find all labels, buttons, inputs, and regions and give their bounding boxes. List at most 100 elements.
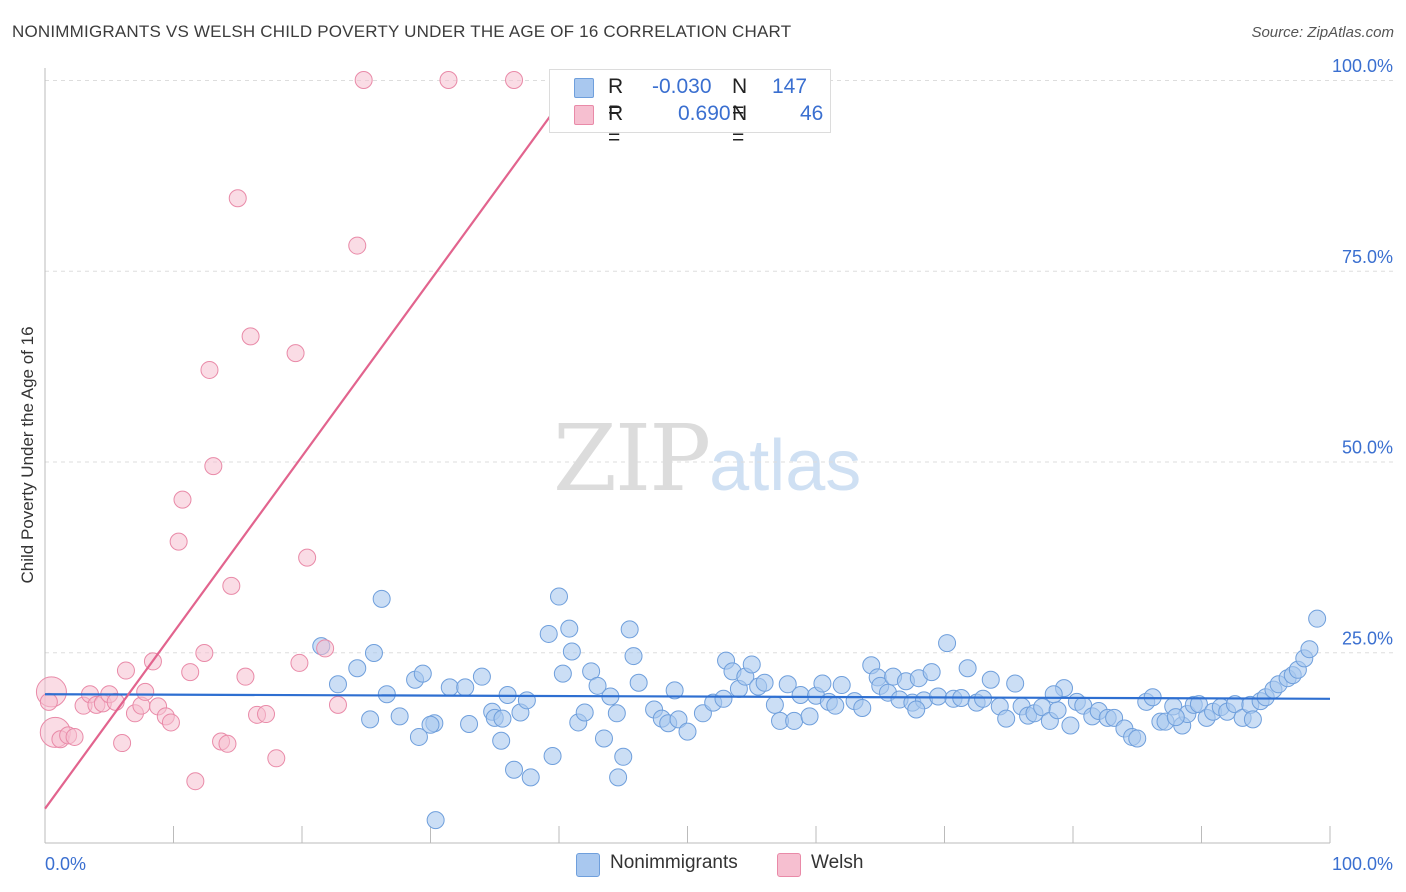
data-point-nonimmigrants — [800, 707, 819, 726]
data-point-welsh — [169, 532, 188, 551]
data-point-nonimmigrants — [377, 685, 396, 704]
data-point-nonimmigrants — [907, 700, 926, 719]
data-point-nonimmigrants — [981, 670, 1000, 689]
y-tick-label: 50.0% — [1342, 438, 1393, 458]
data-point-nonimmigrants — [409, 727, 428, 746]
data-point-nonimmigrants — [620, 620, 639, 639]
data-point-nonimmigrants — [562, 642, 581, 661]
data-point-nonimmigrants — [853, 698, 872, 717]
data-point-welsh — [136, 682, 155, 701]
data-point-welsh — [290, 653, 309, 672]
data-point-nonimmigrants — [974, 689, 993, 708]
data-point-nonimmigrants — [550, 587, 568, 606]
data-point-nonimmigrants — [607, 704, 626, 723]
y-tick-label: 25.0% — [1342, 628, 1393, 648]
data-point-nonimmigrants — [543, 747, 562, 766]
legend-r-value: -0.030 — [652, 75, 712, 98]
data-point-welsh — [116, 661, 135, 680]
bottom-legend-label: Nonimmigrants — [610, 852, 738, 873]
data-point-nonimmigrants — [1166, 708, 1185, 727]
data-point-welsh — [328, 695, 347, 714]
data-point-welsh — [286, 344, 305, 363]
legend-r-label: R = — [608, 75, 624, 122]
legend-n-label: N = — [732, 75, 748, 122]
data-point-welsh — [354, 71, 373, 89]
data-point-welsh — [298, 548, 317, 567]
data-point-nonimmigrants — [372, 589, 391, 608]
data-point-nonimmigrants — [755, 673, 774, 692]
data-point-nonimmigrants — [922, 663, 941, 682]
data-point-welsh — [200, 360, 219, 379]
data-point-welsh — [65, 727, 84, 746]
data-point-nonimmigrants — [609, 768, 628, 787]
data-point-nonimmigrants — [714, 689, 733, 708]
data-point-welsh — [173, 490, 192, 509]
legend-swatch-blue — [574, 78, 594, 98]
data-point-nonimmigrants — [413, 664, 432, 683]
data-point-nonimmigrants — [421, 715, 440, 734]
x-tick-label: 0.0% — [45, 854, 86, 874]
data-point-nonimmigrants — [517, 691, 536, 710]
legend-n-value: 147 — [772, 75, 808, 98]
y-tick-label: 75.0% — [1342, 247, 1393, 267]
watermark: ZIPatlas — [553, 405, 861, 512]
data-point-nonimmigrants — [553, 664, 572, 683]
data-point-nonimmigrants — [958, 659, 977, 678]
data-point-nonimmigrants — [492, 731, 511, 750]
bottom-legend-swatch-blue — [576, 853, 600, 877]
data-point-nonimmigrants — [575, 703, 594, 722]
legend-n-value: 46 — [800, 102, 824, 125]
data-point-nonimmigrants — [539, 624, 558, 643]
data-point-nonimmigrants — [390, 707, 409, 726]
data-point-nonimmigrants — [456, 678, 475, 697]
data-point-welsh — [222, 576, 241, 595]
data-point-welsh — [195, 644, 214, 663]
data-point-welsh — [439, 71, 458, 89]
data-point-welsh — [204, 457, 223, 476]
y-tick-label: 100.0% — [1332, 56, 1393, 76]
data-point-nonimmigrants — [826, 696, 845, 715]
data-point-nonimmigrants — [493, 709, 512, 728]
data-point-nonimmigrants — [560, 619, 579, 638]
data-point-nonimmigrants — [629, 673, 648, 692]
data-point-nonimmigrants — [364, 644, 383, 663]
data-point-nonimmigrants — [938, 634, 957, 653]
data-point-nonimmigrants — [785, 711, 804, 730]
source-label: Source: ZipAtlas.com — [1251, 24, 1394, 41]
data-point-nonimmigrants — [997, 709, 1016, 728]
data-point-nonimmigrants — [813, 674, 832, 693]
legend-r-label: R = — [608, 102, 624, 149]
data-point-nonimmigrants — [1308, 609, 1327, 628]
data-point-nonimmigrants — [665, 681, 684, 700]
chart-title: NONIMMIGRANTS VS WELSH CHILD POVERTY UND… — [12, 22, 792, 41]
data-point-nonimmigrants — [594, 729, 613, 748]
legend-n-label: N = — [732, 102, 748, 149]
data-point-nonimmigrants — [624, 647, 643, 666]
data-point-nonimmigrants — [669, 710, 688, 729]
trendline-nonimmigrants — [44, 693, 1331, 700]
data-point-welsh — [236, 667, 255, 686]
watermark-zip: ZIP — [553, 405, 711, 512]
data-point-nonimmigrants — [765, 695, 784, 714]
data-point-welsh — [218, 734, 237, 753]
data-point-nonimmigrants — [778, 675, 797, 694]
correlation-legend: R = -0.030 N = 147 R = 0.690 N = 46 — [549, 69, 831, 149]
data-point-nonimmigrants — [472, 667, 491, 686]
data-point-welsh — [113, 734, 132, 753]
data-point-welsh — [161, 713, 180, 732]
data-point-nonimmigrants — [1048, 701, 1067, 720]
data-point-nonimmigrants — [678, 722, 697, 741]
data-point-nonimmigrants — [832, 676, 851, 695]
data-point-nonimmigrants — [440, 678, 459, 697]
data-point-nonimmigrants — [614, 747, 633, 766]
data-point-welsh — [257, 705, 276, 724]
data-point-nonimmigrants — [588, 676, 607, 695]
data-point-welsh — [241, 327, 260, 346]
data-point-welsh — [39, 692, 58, 711]
data-point-welsh — [348, 236, 367, 255]
bottom-legend-swatch-pink — [777, 853, 801, 877]
watermark-atlas: atlas — [709, 426, 862, 506]
data-point-welsh — [505, 71, 524, 89]
data-point-nonimmigrants — [426, 811, 445, 830]
